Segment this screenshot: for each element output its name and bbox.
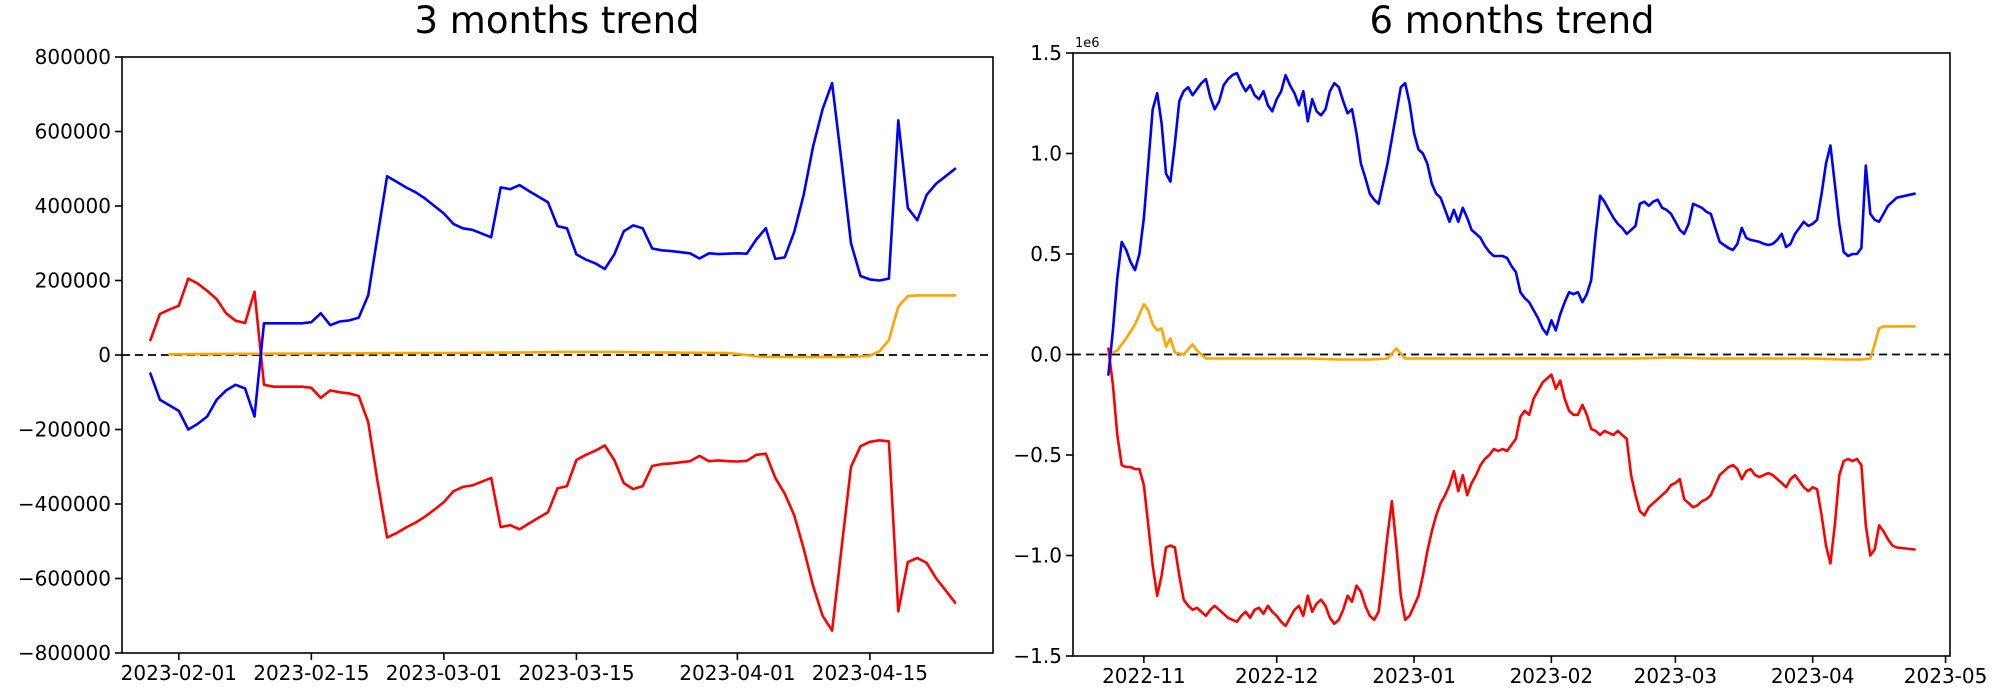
y-tick-label: −200000	[18, 418, 111, 442]
x-tick-label: 2023-02-01	[121, 661, 237, 685]
x-tick-label: 2023-01	[1372, 664, 1456, 688]
x-tick-label: 2023-05	[1904, 664, 1988, 688]
y-tick-label: −1.0	[1013, 544, 1062, 568]
x-tick-label: 2023-03-01	[386, 661, 502, 685]
series-line-orange	[168, 294, 957, 359]
y-tick-label: 400000	[35, 194, 111, 218]
series-line-blue	[1107, 71, 1916, 376]
chart-title-6-months: 6 months trend	[1369, 0, 1655, 42]
y-tick-label: −800000	[18, 641, 111, 665]
x-tick-label: 2023-02	[1510, 664, 1594, 688]
series-line-red	[149, 277, 957, 632]
chart-6-months: 2022-11 2022-12 2023-01 2023-02 2023-03 2023-…	[1013, 36, 1987, 688]
y-tick-label: 1.0	[1030, 142, 1062, 166]
series-line-red	[1107, 347, 1916, 628]
x-tick-label: 2022-12	[1235, 664, 1319, 688]
y-tick-label: 600000	[35, 120, 111, 144]
chart-3-months: 2023-02-01 2023-02-15 2023-03-01 2023-03-15…	[18, 45, 994, 685]
y-tick-label: 0	[98, 343, 111, 367]
x-tick-label: 2023-04-01	[679, 661, 795, 685]
x-tick-label: 2023-03	[1634, 664, 1718, 688]
y-tick-label: −1.5	[1013, 644, 1062, 668]
y-tick-label: 0.0	[1030, 343, 1062, 367]
x-tick-label: 2023-03-15	[518, 661, 634, 685]
y-tick-label: −600000	[18, 567, 111, 591]
series-line-blue	[149, 81, 957, 431]
y-tick-label: 1.5	[1030, 41, 1062, 65]
x-tick-label: 2022-11	[1102, 664, 1186, 688]
x-tick-label: 2023-02-15	[253, 661, 369, 685]
y-axis-offset-text: 1e6	[1075, 36, 1100, 51]
y-tick-label: 800000	[35, 45, 111, 69]
y-tick-label: −400000	[18, 492, 111, 516]
y-tick-label: 0.5	[1030, 242, 1062, 266]
x-tick-label: 2023-04	[1771, 664, 1855, 688]
series-line-orange	[1107, 302, 1916, 361]
y-tick-label: −0.5	[1013, 443, 1062, 467]
x-tick-label: 2023-04-15	[812, 661, 928, 685]
chart-title-3-months: 3 months trend	[414, 0, 700, 42]
y-tick-label: 200000	[35, 269, 111, 293]
